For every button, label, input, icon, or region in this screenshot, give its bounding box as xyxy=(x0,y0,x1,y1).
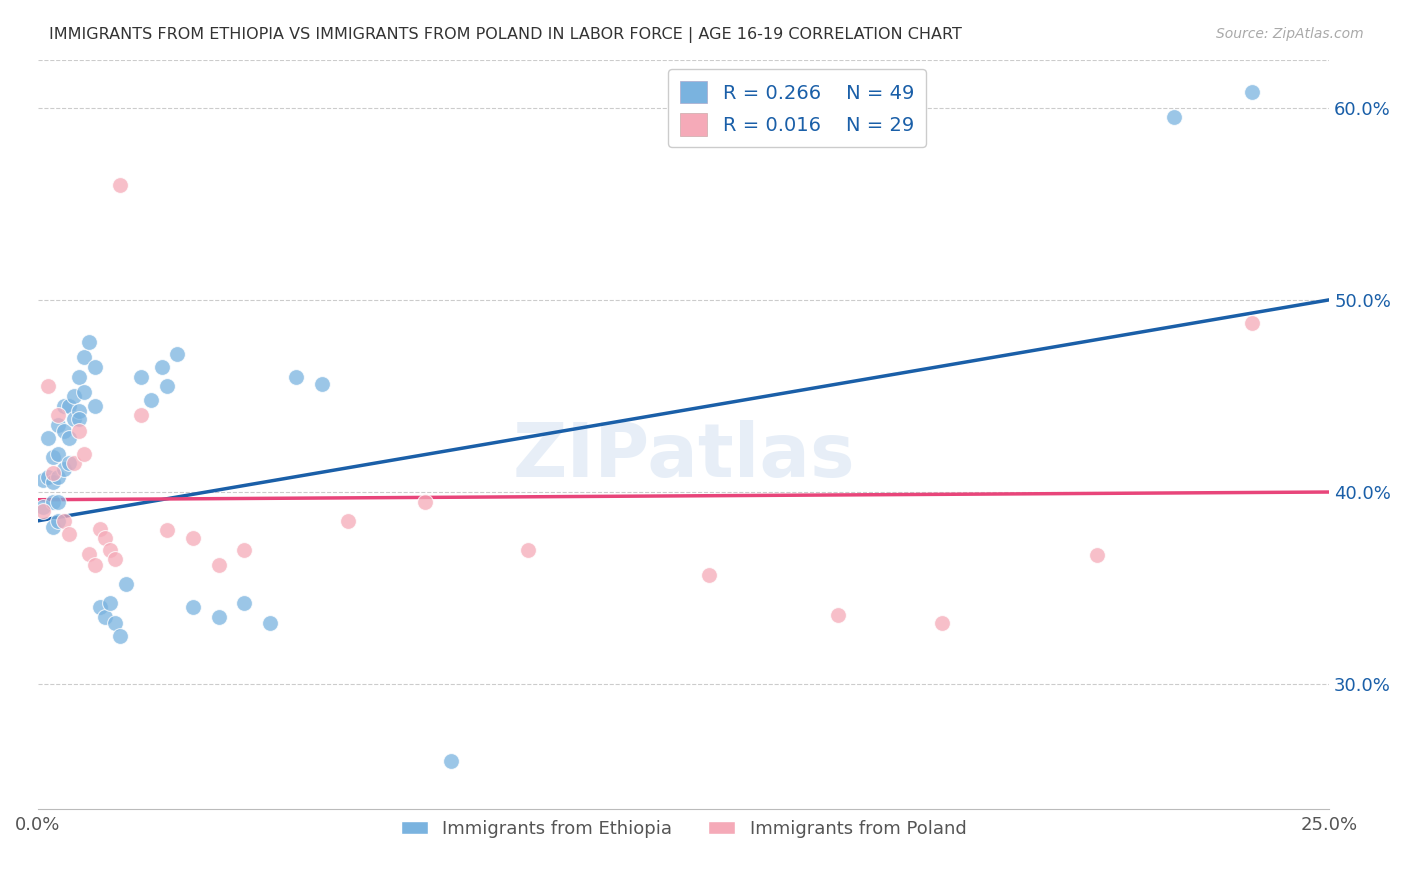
Point xyxy=(440,754,463,768)
Point xyxy=(233,597,256,611)
Point xyxy=(83,558,105,572)
Point xyxy=(156,524,179,538)
Point xyxy=(181,531,204,545)
Legend: Immigrants from Ethiopia, Immigrants from Poland: Immigrants from Ethiopia, Immigrants fro… xyxy=(394,813,974,845)
Text: ZIPatlas: ZIPatlas xyxy=(512,420,855,493)
Point xyxy=(98,597,121,611)
Point xyxy=(48,514,70,528)
Point xyxy=(110,178,132,192)
Point xyxy=(697,567,720,582)
Point xyxy=(67,424,90,438)
Point xyxy=(94,610,117,624)
Point xyxy=(83,360,105,375)
Text: Source: ZipAtlas.com: Source: ZipAtlas.com xyxy=(1216,27,1364,41)
Point xyxy=(94,531,117,545)
Point xyxy=(110,629,132,643)
Point xyxy=(233,542,256,557)
Point xyxy=(1085,549,1108,563)
Point xyxy=(48,417,70,432)
Point xyxy=(37,379,59,393)
Point xyxy=(104,615,127,630)
Point xyxy=(73,351,96,365)
Point xyxy=(336,514,359,528)
Point xyxy=(1163,110,1185,124)
Point xyxy=(181,600,204,615)
Point xyxy=(58,456,80,470)
Point xyxy=(413,494,436,508)
Point xyxy=(63,456,86,470)
Point xyxy=(311,377,333,392)
Point xyxy=(114,577,136,591)
Point xyxy=(67,412,90,426)
Point xyxy=(166,346,188,360)
Point xyxy=(827,607,849,622)
Point xyxy=(42,466,65,480)
Text: IMMIGRANTS FROM ETHIOPIA VS IMMIGRANTS FROM POLAND IN LABOR FORCE | AGE 16-19 CO: IMMIGRANTS FROM ETHIOPIA VS IMMIGRANTS F… xyxy=(49,27,962,43)
Point xyxy=(150,360,173,375)
Point xyxy=(52,424,75,438)
Point xyxy=(67,369,90,384)
Point xyxy=(1240,85,1263,99)
Point xyxy=(58,399,80,413)
Point xyxy=(73,385,96,400)
Point xyxy=(79,547,101,561)
Point xyxy=(517,542,540,557)
Point xyxy=(48,469,70,483)
Point xyxy=(129,369,152,384)
Point xyxy=(73,447,96,461)
Point xyxy=(89,600,111,615)
Point xyxy=(48,447,70,461)
Point xyxy=(58,527,80,541)
Point xyxy=(42,450,65,465)
Point xyxy=(42,519,65,533)
Point xyxy=(89,522,111,536)
Point xyxy=(98,542,121,557)
Point xyxy=(1240,316,1263,330)
Point xyxy=(141,392,163,407)
Point xyxy=(156,379,179,393)
Point xyxy=(285,369,308,384)
Point xyxy=(63,389,86,403)
Point xyxy=(58,431,80,445)
Point xyxy=(63,412,86,426)
Point xyxy=(67,404,90,418)
Point xyxy=(52,514,75,528)
Point xyxy=(31,504,53,518)
Point xyxy=(931,615,953,630)
Point xyxy=(42,494,65,508)
Point xyxy=(37,469,59,483)
Point xyxy=(207,610,229,624)
Point xyxy=(83,399,105,413)
Point xyxy=(37,431,59,445)
Point xyxy=(207,558,229,572)
Point xyxy=(79,335,101,350)
Point xyxy=(259,615,281,630)
Point xyxy=(129,408,152,422)
Point xyxy=(31,500,53,515)
Point xyxy=(104,552,127,566)
Point xyxy=(42,475,65,490)
Point xyxy=(48,494,70,508)
Point xyxy=(31,474,53,488)
Point xyxy=(48,408,70,422)
Point xyxy=(52,399,75,413)
Point xyxy=(52,462,75,476)
